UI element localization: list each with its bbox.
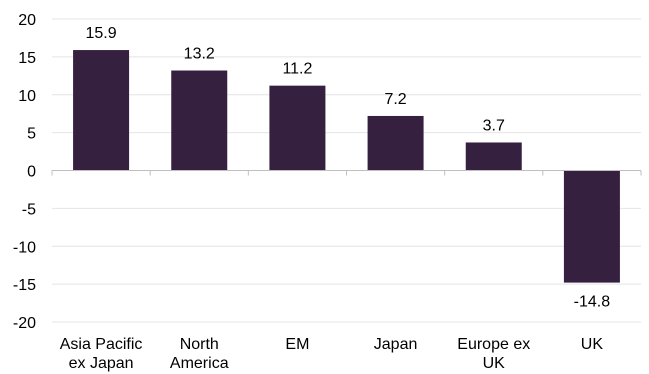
- bar: [563, 170, 620, 283]
- x-category-label-line: UK: [483, 355, 506, 372]
- y-axis-tick-labels: 20 15 10 5 0 -5 -10 -15 -20: [13, 12, 36, 332]
- data-label: 15.9: [86, 25, 117, 42]
- x-category-label: North America: [170, 336, 229, 372]
- y-tick-label: -10: [13, 239, 36, 256]
- x-category-label: EM: [285, 336, 309, 353]
- data-label: 11.2: [282, 61, 312, 78]
- x-category-label-line: Asia Pacific: [60, 336, 143, 353]
- x-category-label: Japan: [374, 336, 418, 353]
- bar: [367, 115, 424, 171]
- y-tick-label: -20: [13, 315, 36, 332]
- y-tick-label: -5: [22, 201, 36, 218]
- x-category-label: Europe ex UK: [457, 336, 530, 372]
- x-category-label-line: North: [180, 336, 219, 353]
- bar: [465, 142, 522, 171]
- axes: [51, 170, 642, 176]
- x-axis-category-labels: Asia Pacific ex Japan North America EM Japan E…: [60, 336, 604, 372]
- gridlines: [52, 18, 641, 323]
- y-tick-label: 5: [27, 126, 36, 143]
- x-category-label-line: Europe ex: [457, 336, 530, 353]
- y-tick-label: 20: [18, 12, 36, 29]
- y-tick-label: 15: [18, 50, 36, 67]
- data-label: 3.7: [483, 117, 505, 134]
- y-tick-label: -15: [13, 277, 36, 294]
- x-category-label-line: EM: [285, 336, 309, 353]
- bars: [73, 50, 620, 283]
- x-category-label-line: ex Japan: [69, 355, 134, 372]
- x-category-label: UK: [581, 336, 604, 353]
- y-tick-label: 10: [18, 88, 36, 105]
- data-label: -14.8: [574, 294, 611, 311]
- data-labels: 15.9 13.2 11.2 7.2 3.7 -14.8: [86, 25, 611, 311]
- x-category-label-line: Japan: [374, 336, 418, 353]
- bar: [171, 70, 228, 171]
- x-category-label-line: UK: [581, 336, 604, 353]
- bar: [269, 85, 326, 171]
- data-label: 7.2: [384, 91, 406, 108]
- bar: [73, 50, 130, 171]
- data-label: 13.2: [184, 46, 215, 63]
- x-category-label-line: America: [170, 355, 229, 372]
- x-category-label: Asia Pacific ex Japan: [60, 336, 143, 372]
- y-tick-label: 0: [27, 164, 36, 181]
